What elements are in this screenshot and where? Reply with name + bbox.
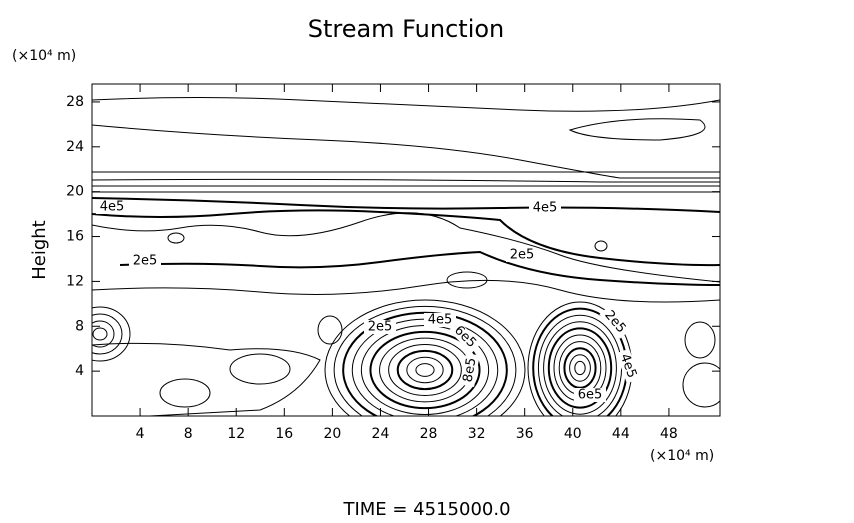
contour-line: [569, 354, 591, 382]
contour-line: [396, 349, 454, 391]
y-tick-label: 12: [66, 273, 84, 289]
contour-line: [415, 363, 435, 377]
x-tick-label: 12: [227, 426, 245, 442]
y-tick-label: 24: [66, 139, 84, 155]
contour-label: 2e5: [133, 254, 158, 269]
x-tick-label: 48: [660, 426, 678, 442]
x-tick-label: 32: [468, 426, 486, 442]
contour-label-bg: [574, 388, 606, 402]
contour-label-bg: [506, 248, 538, 262]
contour-label: 2e5: [368, 320, 393, 335]
contour-line: [684, 321, 716, 359]
contour-label: 4e5: [100, 200, 125, 215]
x-tick-label: 20: [323, 426, 341, 442]
y-tick-label: 4: [75, 363, 84, 379]
y-tick-label: 8: [75, 318, 84, 334]
y-tick-label: 20: [66, 184, 84, 200]
contour-label: 8e5: [460, 357, 479, 384]
y-unit: (×10⁴ m): [12, 48, 76, 64]
x-tick-label: 36: [516, 426, 534, 442]
contour-label: 4e5: [533, 201, 558, 216]
contour-line: [92, 313, 123, 355]
contour-line: [568, 118, 706, 141]
x-tick-label: 4: [136, 426, 145, 442]
contour-line: [119, 250, 720, 286]
vortex-center: [324, 299, 526, 416]
contour-line: [333, 305, 517, 416]
contour-line: [558, 341, 602, 395]
contour-line: [92, 306, 131, 362]
contour-line: [379, 337, 471, 403]
time-label: TIME = 4515000.0: [342, 499, 510, 519]
contour-line: [547, 327, 613, 409]
contour-line: [167, 232, 185, 244]
contour-line: [92, 124, 720, 179]
contour-line: [92, 178, 720, 183]
contour-line: [92, 97, 720, 112]
contour-label: 4e5: [428, 313, 453, 328]
y-axis-label: Height: [29, 220, 50, 280]
contour-line: [92, 279, 720, 303]
contour-label-bg: [460, 353, 480, 387]
contour-line: [229, 353, 291, 385]
contour-line: [594, 240, 608, 252]
x-tick-label: 28: [420, 426, 438, 442]
x-tick-label: 16: [275, 426, 293, 442]
contour-line: [324, 299, 526, 416]
x-tick-label: 8: [184, 426, 193, 442]
vortex-left: [92, 306, 131, 362]
plot-frame: [91, 83, 721, 417]
contour-line: [574, 360, 586, 376]
x-tick-label: 24: [372, 426, 390, 442]
contour-label-bg: [615, 348, 641, 384]
contours: [92, 97, 720, 416]
y-tick-label: 28: [66, 94, 84, 110]
contour-line: [682, 362, 720, 408]
contour-label-bg: [364, 320, 396, 334]
contour-label-bg: [424, 313, 456, 327]
chart-title: Stream Function: [308, 15, 505, 43]
x-tick-label: 44: [612, 426, 630, 442]
contour-line: [92, 320, 115, 348]
contour-line: [92, 209, 720, 267]
contour-line: [92, 197, 720, 213]
contour-line: [92, 212, 720, 283]
contour-line: [159, 378, 211, 408]
contour-line: [406, 356, 444, 384]
x-tick-label: 40: [564, 426, 582, 442]
contour-line: [446, 271, 488, 289]
contour-line: [563, 347, 597, 389]
contour-label-bg: [96, 200, 128, 214]
contour-label-bg: [599, 305, 631, 339]
contour-label: 6e5: [578, 388, 603, 403]
contour-label-bg: [448, 320, 482, 354]
contour-label-bg: [129, 254, 161, 268]
contour-line: [317, 315, 343, 345]
x-unit: (×10⁴ m): [650, 448, 714, 464]
contour-label: 2e5: [510, 248, 535, 263]
contour-line: [92, 327, 108, 341]
contour-line: [537, 314, 623, 416]
contour-line: [388, 344, 462, 396]
contour-line: [92, 342, 321, 416]
contour-line: [342, 311, 508, 416]
contour-label: 4e5: [617, 352, 639, 380]
contour-label-bg: [529, 201, 561, 215]
contour-line: [369, 330, 481, 410]
contour-line: [543, 321, 617, 415]
y-tick-label: 16: [66, 229, 84, 245]
